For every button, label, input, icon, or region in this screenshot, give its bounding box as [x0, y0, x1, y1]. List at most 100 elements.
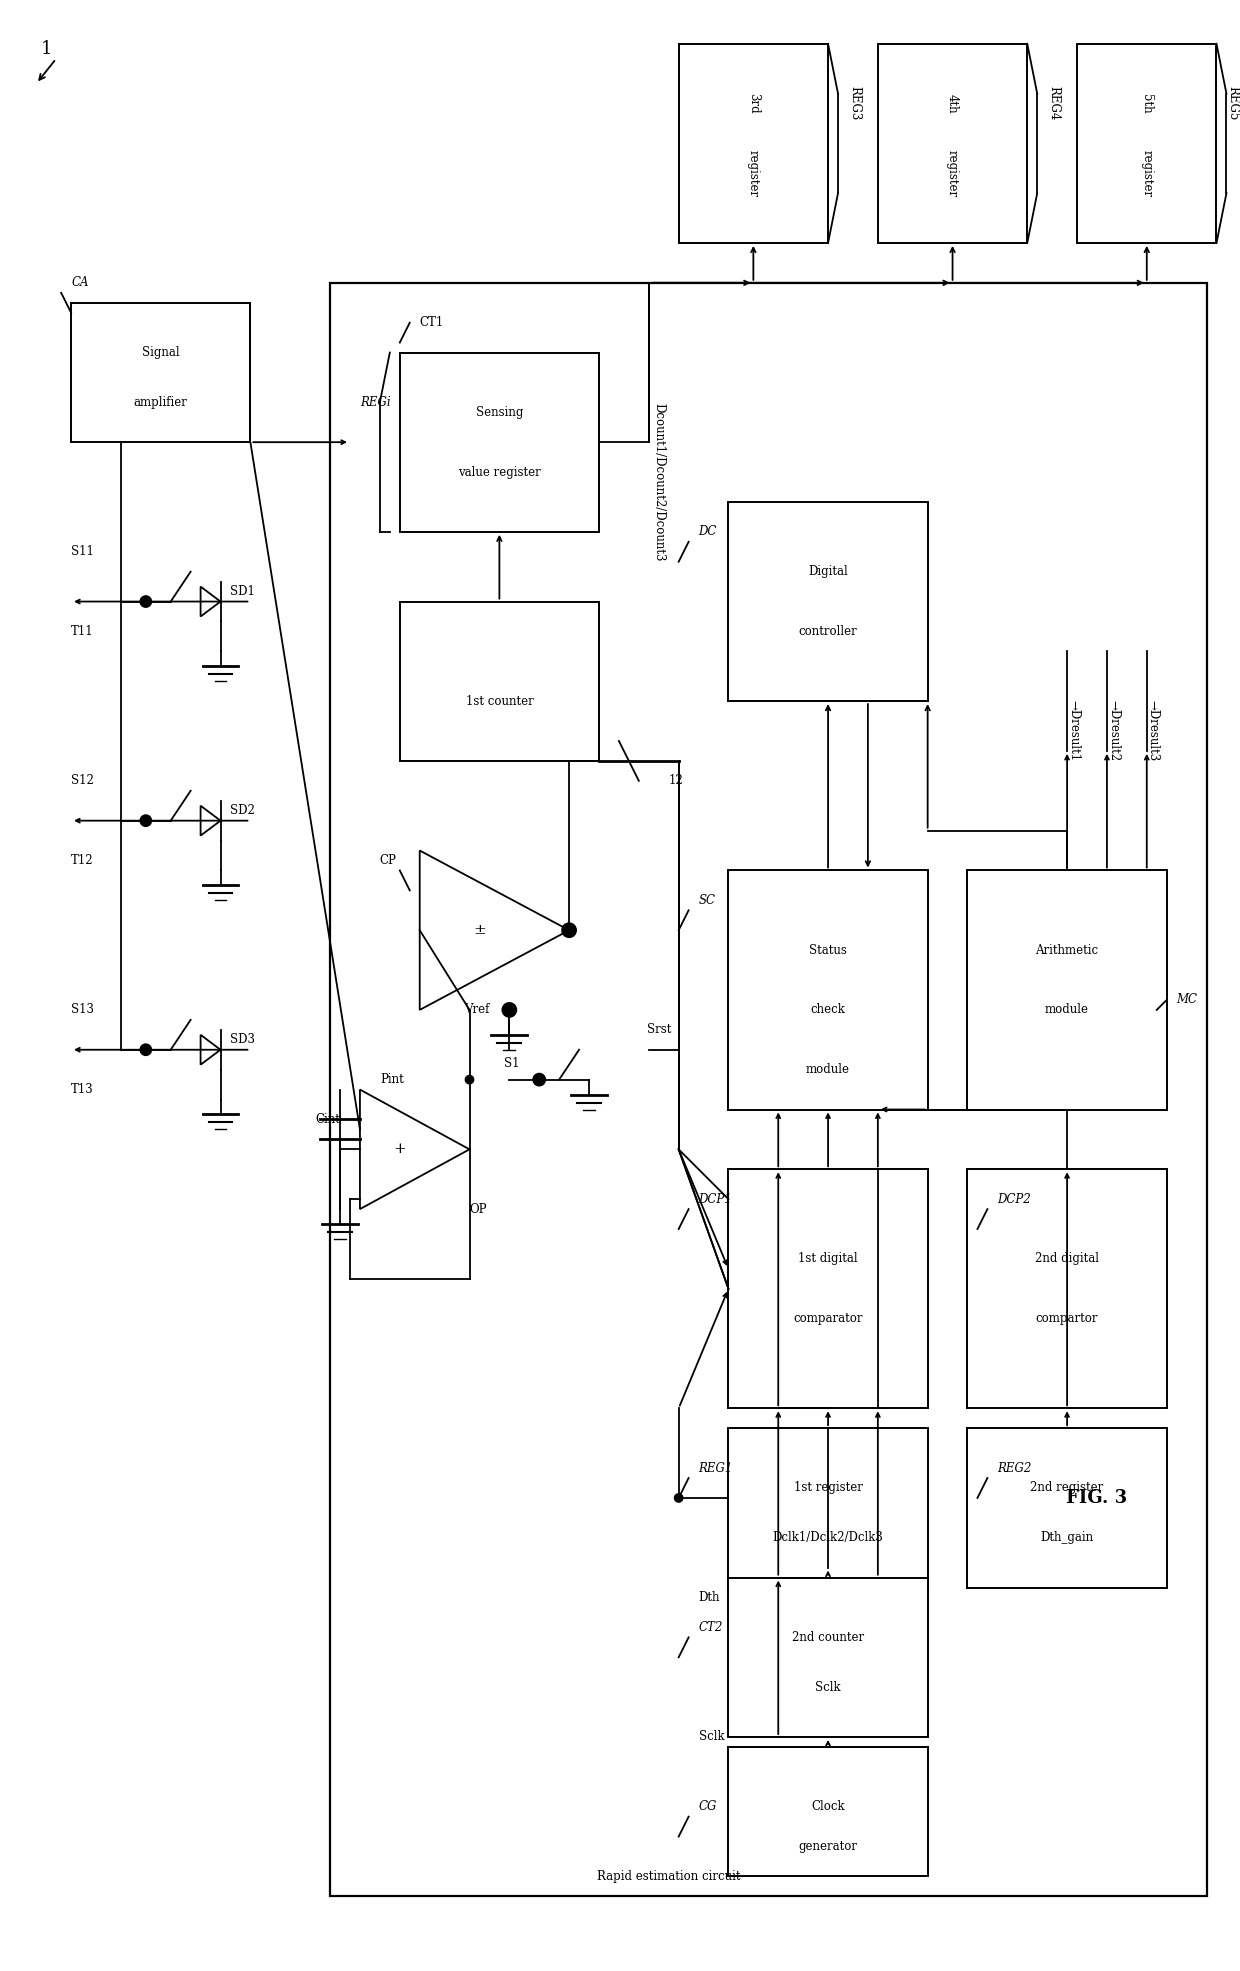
Text: Digital: Digital	[808, 566, 848, 578]
Text: Pint: Pint	[379, 1072, 403, 1086]
Text: S13: S13	[71, 1003, 94, 1017]
Circle shape	[533, 1074, 546, 1086]
Bar	[967, 871, 1167, 1110]
Circle shape	[562, 922, 577, 936]
Text: T13: T13	[71, 1084, 94, 1096]
Bar	[71, 304, 250, 442]
Text: 4th: 4th	[946, 95, 959, 114]
Text: CP: CP	[379, 853, 397, 867]
Text: 2nd digital: 2nd digital	[1035, 1252, 1099, 1265]
Text: controller: controller	[799, 625, 857, 639]
Text: Rapid estimation circuit: Rapid estimation circuit	[596, 1870, 740, 1882]
Text: REG2: REG2	[997, 1462, 1032, 1474]
Circle shape	[140, 816, 151, 826]
Text: Sclk: Sclk	[815, 1681, 841, 1693]
Text: module: module	[1045, 1003, 1089, 1017]
Text: REG1: REG1	[698, 1462, 733, 1474]
Bar	[967, 1429, 1167, 1587]
Text: register: register	[946, 150, 959, 197]
Text: Cint: Cint	[315, 1114, 340, 1125]
Text: CT1: CT1	[419, 315, 444, 329]
Text: Dcount1/Dcount2/Dcount3: Dcount1/Dcount2/Dcount3	[652, 402, 665, 562]
Text: 2nd counter: 2nd counter	[792, 1630, 864, 1644]
Text: 2nd register: 2nd register	[1030, 1482, 1104, 1494]
Bar	[728, 1577, 928, 1736]
Text: 3rd: 3rd	[746, 93, 760, 114]
Text: register: register	[1141, 150, 1153, 197]
Text: Dclk1/Dclk2/Dclk3: Dclk1/Dclk2/Dclk3	[773, 1531, 883, 1543]
Text: 12: 12	[668, 775, 683, 786]
Text: compartor: compartor	[1035, 1313, 1099, 1325]
Text: T12: T12	[71, 853, 94, 867]
Text: SD1: SD1	[231, 585, 255, 597]
Bar	[728, 871, 928, 1110]
Text: REG5: REG5	[1226, 87, 1240, 120]
Bar	[399, 353, 599, 532]
Text: Vref: Vref	[464, 1003, 490, 1017]
Text: REG4: REG4	[1047, 87, 1060, 120]
Text: 1st digital: 1st digital	[799, 1252, 858, 1265]
Text: T11: T11	[71, 625, 94, 639]
Text: Status: Status	[810, 944, 847, 956]
Bar	[728, 1746, 928, 1876]
Bar	[967, 1169, 1167, 1409]
Text: generator: generator	[799, 1841, 858, 1853]
Text: CG: CG	[698, 1800, 717, 1813]
Text: →Dresult2: →Dresult2	[1107, 700, 1120, 761]
Text: DCP2: DCP2	[997, 1192, 1032, 1206]
Text: DCP1: DCP1	[698, 1192, 733, 1206]
Text: S11: S11	[71, 546, 94, 558]
Text: register: register	[746, 150, 760, 197]
Text: module: module	[806, 1062, 851, 1076]
Bar	[1078, 43, 1216, 242]
Text: SD2: SD2	[231, 804, 255, 818]
Circle shape	[502, 1003, 516, 1017]
Text: →Dresult3: →Dresult3	[1147, 700, 1159, 761]
Text: →Dresult1: →Dresult1	[1068, 700, 1080, 761]
Polygon shape	[419, 851, 569, 1009]
Text: Arithmetic: Arithmetic	[1035, 944, 1099, 956]
Text: value register: value register	[458, 465, 541, 479]
Text: Signal: Signal	[141, 347, 180, 359]
Text: check: check	[811, 1003, 846, 1017]
Text: CT2: CT2	[698, 1620, 723, 1634]
Text: Srst: Srst	[646, 1023, 671, 1037]
Text: comparator: comparator	[794, 1313, 863, 1325]
Text: CA: CA	[71, 276, 88, 290]
Polygon shape	[201, 587, 221, 617]
Text: S12: S12	[71, 775, 94, 786]
Text: SC: SC	[698, 893, 715, 907]
Circle shape	[465, 1076, 474, 1084]
Bar	[728, 503, 928, 702]
Text: Sclk: Sclk	[698, 1731, 724, 1744]
Bar	[728, 1429, 928, 1587]
Bar	[350, 304, 649, 1100]
Text: SD3: SD3	[231, 1033, 255, 1047]
Text: Dth_gain: Dth_gain	[1040, 1531, 1094, 1543]
Bar	[878, 43, 1027, 242]
Circle shape	[675, 1494, 683, 1502]
Circle shape	[140, 595, 151, 607]
Text: +: +	[393, 1143, 407, 1157]
Circle shape	[140, 1045, 151, 1054]
Bar	[728, 1169, 928, 1409]
Text: 1st counter: 1st counter	[465, 694, 533, 708]
Text: S1: S1	[503, 1056, 520, 1070]
Text: Sensing: Sensing	[476, 406, 523, 418]
Text: 5th: 5th	[1141, 95, 1153, 114]
Text: REGi: REGi	[360, 396, 391, 408]
Text: 1: 1	[41, 39, 52, 57]
Text: DC: DC	[698, 526, 717, 538]
Text: Dth: Dth	[698, 1591, 720, 1604]
Polygon shape	[360, 1090, 470, 1208]
Text: REG3: REG3	[848, 87, 861, 120]
Bar	[330, 282, 1207, 1896]
Text: Clock: Clock	[811, 1800, 844, 1813]
Polygon shape	[201, 806, 221, 836]
Text: ±: ±	[474, 922, 486, 938]
Bar	[678, 43, 828, 242]
Text: 1st register: 1st register	[794, 1482, 863, 1494]
Text: MC: MC	[1177, 993, 1198, 1007]
Polygon shape	[201, 1035, 221, 1064]
Text: amplifier: amplifier	[134, 396, 187, 408]
